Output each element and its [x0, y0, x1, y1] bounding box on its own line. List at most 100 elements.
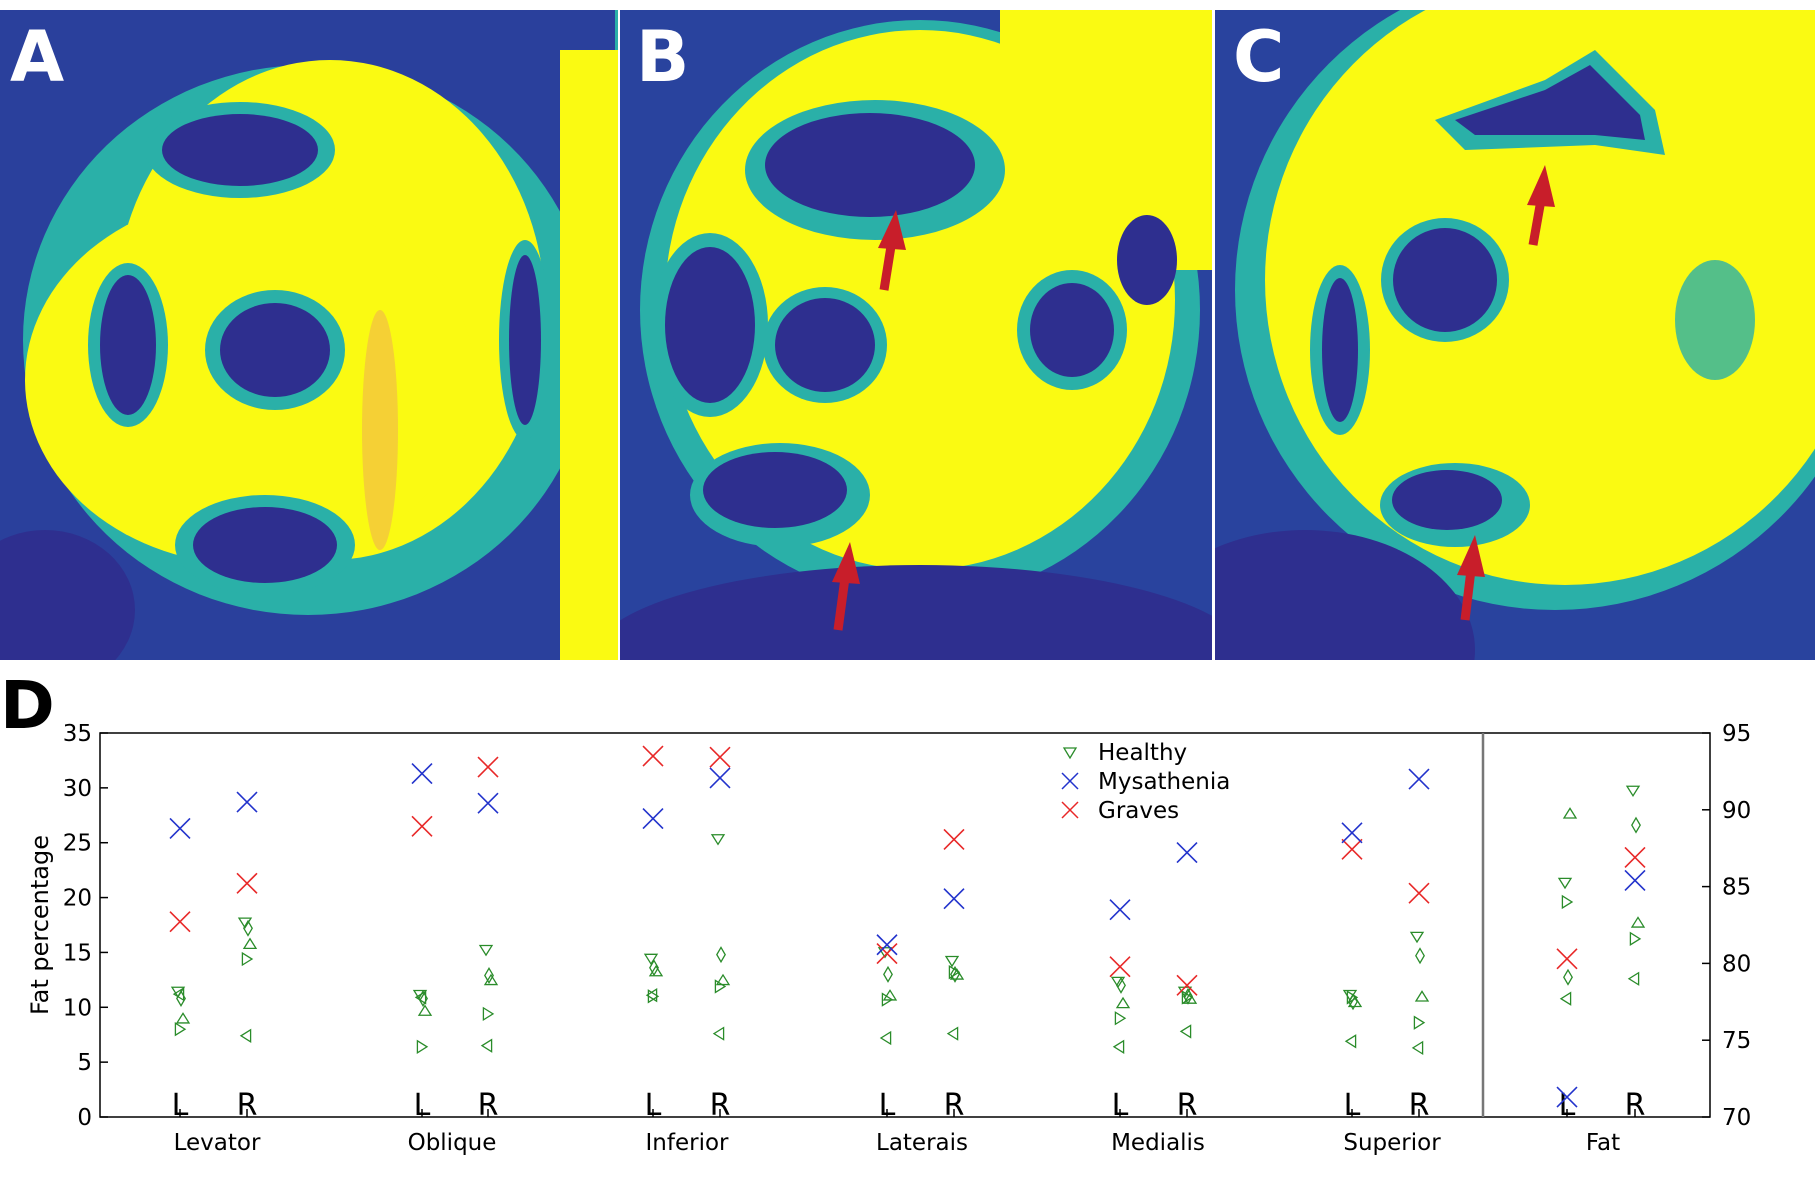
side-label-l: L [879, 1088, 896, 1123]
healthy-point [645, 988, 658, 1003]
graves-point-stroke [1341, 838, 1363, 860]
healthy-point [412, 989, 428, 1002]
side-label-r: R [944, 1088, 965, 1123]
graves-point-stroke [709, 746, 731, 768]
mri-image-b [620, 10, 1212, 660]
mysathenia-point-stroke [1408, 768, 1430, 790]
category-label: Levator [174, 1130, 261, 1156]
x-axis: L R Levator L R Oblique L R Inferior L R Laterais L R… [172, 1088, 1646, 1156]
y-axis-right: 70 75 80 85 90 95 [1702, 721, 1751, 1131]
y-tick-label: 15 [63, 940, 92, 966]
y-tick-label: 30 [63, 776, 92, 802]
side-label-r: R [478, 1088, 499, 1123]
graves-point-stroke [1624, 846, 1646, 868]
arrow-c-upper-head [1527, 165, 1555, 207]
mysathenia-point [411, 763, 433, 785]
healthy-point [1114, 1011, 1127, 1026]
y2-tick-label: 75 [1722, 1028, 1751, 1054]
healthy-point [1562, 807, 1578, 819]
mysathenia-point-stroke [1624, 869, 1646, 892]
healthy-point [712, 1026, 725, 1041]
healthy-point [175, 1012, 191, 1024]
mri-panel-a: A [0, 10, 618, 660]
mysathenia-point-stroke [1109, 899, 1131, 921]
healthy-point [643, 953, 659, 966]
healthy-point [1347, 995, 1363, 1008]
mri-image-c [1215, 10, 1815, 660]
graves-point-stroke [1109, 956, 1131, 978]
healthy-point [1346, 990, 1359, 1005]
healthy-point [1625, 785, 1641, 798]
graves-point [1556, 948, 1578, 970]
mysathenia-point [1341, 822, 1363, 844]
arrow-c-lower [1460, 569, 1476, 621]
healthy-point [483, 973, 499, 986]
graves-point [1341, 838, 1363, 860]
mysathenia-point-stroke [477, 792, 499, 814]
graves-point-stroke [943, 828, 965, 850]
healthy-point [881, 992, 894, 1007]
panel-label-b: B [636, 16, 689, 98]
mysathenia-point [1176, 842, 1198, 864]
graves-point-stroke [1556, 948, 1578, 970]
graves-point [236, 872, 258, 894]
graves-point [1109, 956, 1131, 978]
healthy-point [237, 917, 253, 929]
y2-tick-label: 80 [1722, 951, 1751, 977]
y-tick-label: 25 [63, 831, 92, 857]
side-label-l: L [414, 1088, 431, 1123]
healthy-point [1415, 947, 1425, 965]
y-tick-label: 35 [63, 721, 92, 747]
healthy-point [174, 1022, 187, 1037]
mysathenia-point-stroke [1176, 842, 1198, 864]
category-label: Oblique [408, 1130, 497, 1156]
mysathenia-point [1556, 1086, 1578, 1108]
y-axis-label: Fat percentage [26, 835, 54, 1015]
graves-point [169, 911, 191, 933]
graves-point-stroke [169, 911, 191, 933]
arrow-c-upper [1528, 199, 1546, 246]
healthy-point [1179, 1024, 1192, 1039]
healthy-point [1563, 968, 1573, 986]
mysathenia-point-stroke [642, 808, 664, 830]
legend-healthy-marker [1062, 747, 1078, 760]
graves-point-stroke [236, 872, 258, 894]
side-label-l: L [1344, 1088, 1361, 1123]
graves-point [1408, 882, 1430, 904]
y2-tick-label: 95 [1722, 721, 1751, 747]
healthy-point [714, 979, 727, 994]
category-label: Medialis [1111, 1130, 1205, 1156]
healthy-point [172, 986, 185, 1002]
y2-tick-label: 85 [1722, 875, 1751, 901]
mysathenia-point-stroke [411, 763, 433, 785]
healthy-point [417, 1004, 433, 1016]
side-label-r: R [1409, 1088, 1430, 1123]
mysathenia-point [1408, 768, 1430, 790]
healthy-point [1629, 931, 1642, 946]
healthy-point [1181, 990, 1194, 1005]
healthy-point [1110, 976, 1126, 989]
legend: Healthy Mysathenia Graves [1061, 740, 1230, 824]
side-label-l: L [645, 1088, 662, 1123]
healthy-point [243, 919, 253, 937]
side-label-l: L [172, 1088, 189, 1123]
healthy-point [1116, 976, 1126, 994]
healthy-point [478, 944, 494, 957]
mysathenia-point [1109, 899, 1131, 921]
healthy-point [239, 1028, 252, 1043]
panel-label-c: C [1233, 16, 1284, 98]
legend-mysathenia-marker [1061, 772, 1079, 790]
category-label: Superior [1343, 1130, 1441, 1156]
arrow-b-lower [833, 577, 850, 631]
mysathenia-point-stroke [169, 817, 191, 840]
panel-label-d: D [0, 670, 55, 744]
mysathenia-point-stroke [236, 791, 258, 813]
plot-frame [99, 732, 1711, 1118]
graves-point-stroke [1408, 882, 1430, 904]
category-label: Fat [1586, 1130, 1620, 1156]
graves-point [943, 828, 965, 850]
y-tick-label: 0 [77, 1105, 92, 1131]
mysathenia-point [169, 817, 191, 840]
healthy-point [1344, 1034, 1357, 1049]
mysathenia-point [477, 792, 499, 814]
